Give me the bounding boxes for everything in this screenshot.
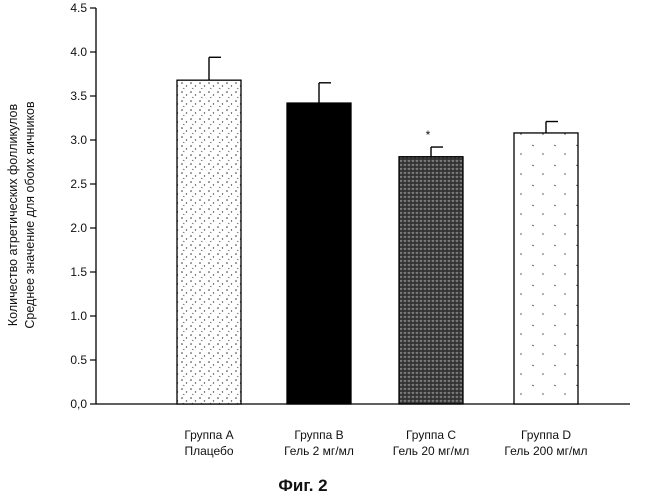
category-label: Группа В [294, 428, 343, 442]
category-label: Группа С [406, 428, 456, 442]
y-tick-label: 4.5 [70, 1, 87, 15]
category-label: Гель 200 мг/мл [504, 444, 587, 458]
bars: * [177, 57, 578, 404]
bar [399, 157, 463, 404]
category-labels: Группа А Плацебо Группа В Гель 2 мг/мл Групп… [184, 428, 587, 458]
y-axis-label-line-2: Среднее значение для обоих яичников [23, 101, 37, 329]
y-tick-label: 1.5 [70, 265, 87, 279]
y-tick-label: 1.0 [70, 309, 87, 323]
category-label: Гель 2 мг/мл [284, 444, 354, 458]
y-tick-label: 0,0 [70, 397, 87, 411]
bar [177, 80, 241, 404]
y-axis: 0,0 0.5 1.0 1.5 2.0 2.5 3.0 3.5 4.0 4.5 [70, 1, 96, 411]
y-tick-label: 2.5 [70, 177, 87, 191]
y-tick-label: 3.0 [70, 133, 87, 147]
category-label: Гель 20 мг/мл [393, 444, 469, 458]
y-axis-label-line-1: Количество атретических фолликулов [6, 104, 20, 327]
category-label: Группа А [184, 428, 233, 442]
bar [287, 103, 351, 404]
bar [514, 133, 578, 404]
y-tick-label: 2.0 [70, 221, 87, 235]
category-label: Плацебо [184, 444, 233, 458]
y-tick-label: 4.0 [70, 45, 87, 59]
y-tick-label: 0.5 [70, 353, 87, 367]
figure-caption: Фиг. 2 [278, 476, 327, 495]
category-label: Группа D [521, 428, 571, 442]
significance-marker: * [426, 128, 431, 142]
y-tick-label: 3.5 [70, 89, 87, 103]
